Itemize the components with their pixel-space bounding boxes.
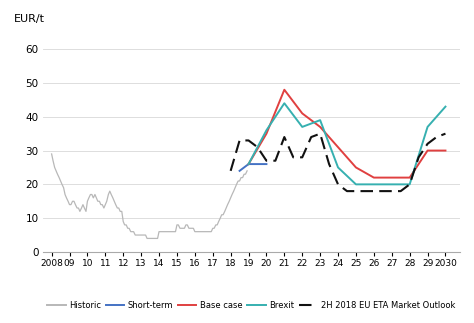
Text: EUR/t: EUR/t [13, 14, 45, 24]
Legend: Historic, Short-term, Base case, Brexit, 2H 2018 EU ETA Market Outlook: Historic, Short-term, Base case, Brexit,… [44, 298, 458, 314]
